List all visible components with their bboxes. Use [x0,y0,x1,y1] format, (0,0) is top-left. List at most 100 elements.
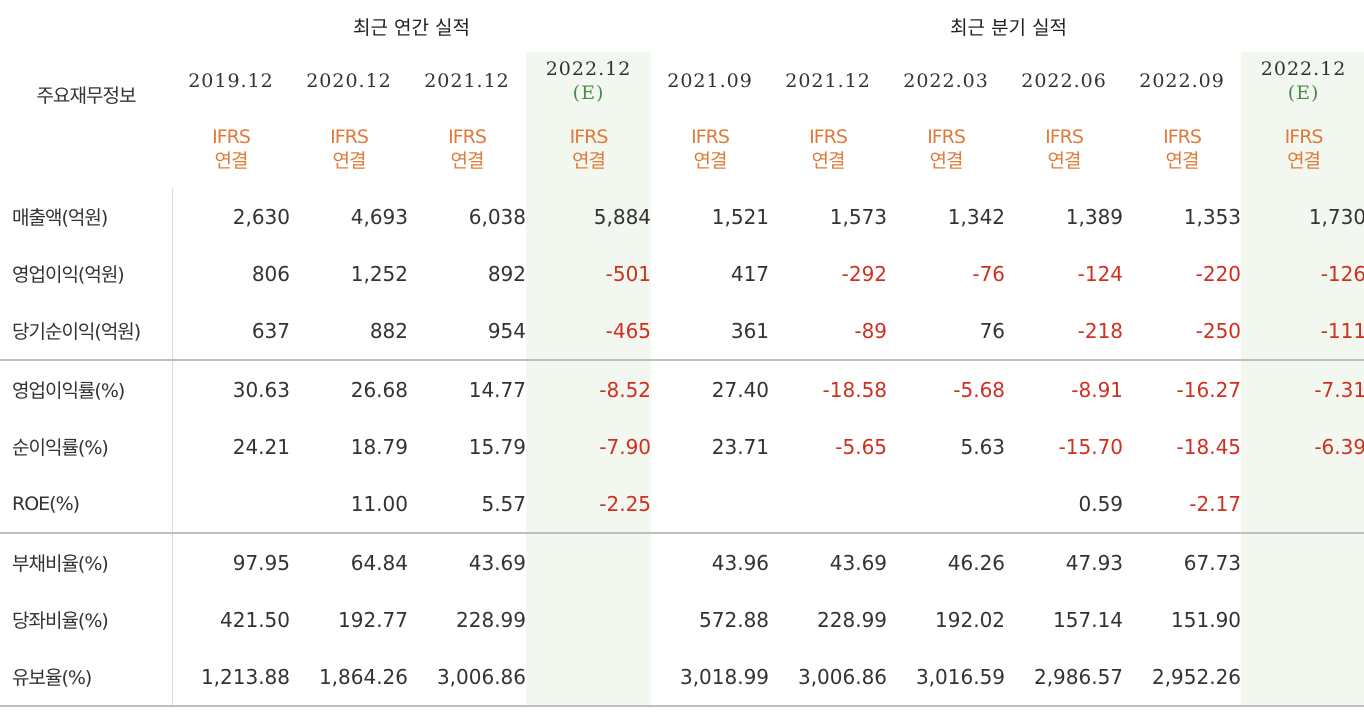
value-cell: 1,521 [711,204,770,229]
value-cell: 43.96 [711,550,770,575]
ifrs-label: IFRS [212,125,251,148]
value-cell: -16.27 [1176,377,1242,402]
estimate-mark: (E) [1287,81,1320,104]
value-cell: -250 [1123,302,1242,361]
table-row: 당기순이익(억원) 637 882 954 -465 361 -89 76 -218 -250 -1… [0,302,1364,361]
value-cell: -7.31 [1241,360,1364,418]
value-cell: 30.63 [232,377,290,402]
value-cell: -5.68 [953,377,1006,402]
value-cell: 151.90 [1171,607,1242,632]
value-cell: -218 [1005,302,1124,361]
ifrs-consolidated-badge: IFRS 연결 [408,109,526,188]
value-cell: 882 [290,302,408,361]
value-cell: 1,864.26 [290,648,408,707]
table-row: 영업이익(억원) 806 1,252 892 -501 417 -292 -76 -124 -22… [0,245,1364,302]
value-cell: 192.77 [338,607,408,632]
value-cell: 806 [251,261,290,286]
value-cell [526,648,652,707]
table-row: 영업이익률(%) 30.63 26.68 14.77 -8.52 27.40 -18.58 -… [0,360,1364,418]
value-cell [526,533,652,591]
value-cell: -111 [1241,302,1364,361]
value-cell: 0.59 [1005,475,1124,534]
ifrs-consolidated-badge: IFRS 연결 [526,109,652,188]
consolidated-label: 연결 [693,149,728,172]
value-cell: 2,630 [232,204,290,229]
period-date: 2020.12 [306,69,392,92]
ifrs-consolidated-badge: IFRS 연결 [1005,109,1123,188]
value-cell [1241,533,1364,591]
value-cell: -124 [1077,261,1124,286]
period-header: 2022.03 [887,52,1005,109]
ifrs-consolidated-badge: IFRS 연결 [651,109,769,188]
table-row: 유보율(%) 1,213.88 1,864.26 3,006.86 3,018.99 3,… [0,648,1364,707]
period-header: 2021.12 [408,52,526,109]
period-header: 2022.06 [1005,52,1123,109]
value-cell: -465 [526,302,652,361]
value-cell: 1,353 [1183,204,1242,229]
value-cell: 1,342 [947,204,1006,229]
consolidated-label: 연결 [929,149,964,172]
value-cell: 361 [651,302,770,361]
value-cell: 23.71 [711,434,770,459]
row-label: 영업이익률(%) [0,360,173,418]
row-label: 당기순이익(억원) [0,302,173,361]
value-cell: -220 [1195,261,1242,286]
value-cell: -2.25 [526,475,652,534]
value-cell: 18.79 [350,434,408,459]
value-cell: 421.50 [220,607,290,632]
value-cell: 76 [887,302,1006,361]
value-cell: 954 [408,302,526,361]
value-cell: 11.00 [290,475,408,534]
value-cell [887,475,1006,534]
value-cell: 43.69 [468,550,526,575]
value-cell: 64.84 [350,550,408,575]
consolidated-label: 연결 [811,149,846,172]
ifrs-label: IFRS [1163,125,1202,148]
value-cell: 15.79 [468,434,526,459]
consolidated-label: 연결 [450,149,485,172]
period-header: 2022.12 (E) [526,52,652,109]
ifrs-consolidated-badge: IFRS 연결 [887,109,1005,188]
table-row: ROE(%) 11.00 5.57 -2.25 0.59 -2.17 [0,475,1364,534]
value-cell: 2,952.26 [1123,648,1242,707]
ifrs-consolidated-badge: IFRS 연결 [1241,109,1364,188]
value-cell: -76 [972,261,1006,286]
value-cell: 637 [172,302,290,361]
table-row: 순이익률(%) 24.21 18.79 15.79 -7.90 23.71 -5.65 5.6… [0,418,1364,475]
value-cell: 6,038 [468,204,526,229]
period-date: 2022.12 [1260,57,1347,80]
quarter-group-header: 최근 분기 실적 [950,16,1068,39]
row-label: 유보율(%) [0,648,173,707]
consolidated-label: 연결 [572,149,606,172]
value-cell: -15.70 [1058,434,1124,459]
value-cell [1241,648,1364,707]
ifrs-label: IFRS [1284,125,1324,148]
value-cell: -18.45 [1176,434,1242,459]
ifrs-label: IFRS [691,125,730,148]
period-header: 2021.09 [651,52,769,109]
ifrs-label: IFRS [809,125,848,148]
value-cell: -2.17 [1123,475,1242,534]
value-cell [526,591,652,648]
value-cell: 2,986.57 [1005,648,1124,707]
period-header: 2020.12 [290,52,408,109]
table-row: 매출액(억원) 2,630 4,693 6,038 5,884 1,521 1,573 1,3… [0,188,1364,245]
value-cell: 228.99 [456,607,526,632]
value-cell: 67.73 [1183,550,1242,575]
value-cell [651,475,770,534]
row-label: 영업이익(억원) [0,245,173,302]
period-header: 2022.12 (E) [1241,52,1364,109]
ifrs-label: IFRS [1045,125,1084,148]
estimate-mark: (E) [572,81,605,104]
value-cell: 3,016.59 [887,648,1006,707]
period-header: 2021.12 [769,52,887,109]
value-cell: -5.65 [835,434,888,459]
value-cell: 4,693 [350,204,408,229]
row-label: 매출액(억원) [0,188,173,245]
ifrs-label: IFRS [448,125,487,148]
value-cell: -89 [769,302,888,361]
value-cell [769,475,888,534]
period-date: 2022.09 [1139,69,1225,92]
annual-group-header: 최근 연간 실적 [353,16,470,39]
